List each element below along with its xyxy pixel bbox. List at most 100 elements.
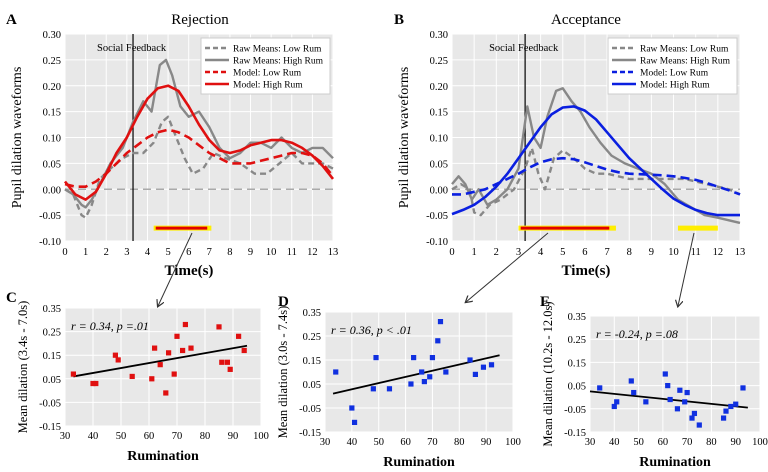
x-tick-label: 2 (104, 247, 109, 258)
x-tick-label: 30 (585, 437, 596, 448)
x-tick-label: 100 (253, 431, 269, 442)
y-tick-label: 0.35 (303, 308, 321, 319)
x-tick-label: 5 (165, 247, 170, 258)
x-tick-label: 5 (560, 247, 565, 258)
y-tick-label: 0.30 (430, 30, 448, 41)
legend-label: Raw Means: Low Rum (640, 45, 729, 55)
y-tick-label: 0.25 (568, 335, 586, 346)
scatter-point (152, 345, 158, 351)
x-tick-label: 8 (227, 247, 232, 258)
scatter-point (733, 401, 739, 407)
x-tick-label: 8 (627, 247, 632, 258)
y-tick-label: 0.00 (430, 185, 448, 196)
y-tick-label: 0.15 (43, 351, 61, 362)
scatter-point (689, 415, 695, 421)
scatter-point (631, 389, 637, 396)
x-tick-label: 80 (706, 437, 717, 448)
legend-label: Model: Low Rum (233, 69, 302, 79)
event-annotation: Social Feedback (489, 43, 559, 54)
x-tick-label: 50 (373, 437, 384, 448)
scatter-point (219, 359, 225, 365)
y-tick-label: 0.15 (568, 358, 586, 369)
y-tick-label: 0.25 (303, 332, 321, 343)
scatter-point (149, 376, 155, 382)
scatter-point (171, 371, 177, 377)
y-tick-label: 0.20 (430, 82, 448, 93)
x-tick-label: 60 (400, 437, 411, 448)
scatter-point (115, 357, 121, 363)
y-tick-label: 0.00 (43, 185, 61, 196)
y-tick-label: 0.05 (43, 375, 61, 386)
y-tick-label: -0.15 (564, 428, 586, 439)
scatter-acceptance-late: 30 40 50 60 70 80 90 100 -0.15 -0.05 0.05 0.15 0.25 0… (541, 301, 768, 470)
y-tick-label: 0.15 (303, 356, 321, 367)
arrow-a-to-c (158, 232, 193, 306)
y-axis-label: Mean dilation (3.0s - 7.4s) (276, 306, 290, 439)
connector-arrows (158, 232, 695, 306)
x-tick-label: 60 (658, 437, 669, 448)
x-tick-label: 30 (60, 431, 71, 442)
scatter-acceptance-early: 30 40 50 60 70 80 90 100 -0.15 -0.05 0.05 0.15 0.25 0… (276, 306, 521, 470)
scatter-point (386, 386, 393, 392)
x-tick-label: 0 (62, 247, 67, 258)
scatter-point (467, 357, 473, 363)
y-tick-label: 0.05 (303, 380, 321, 391)
scatter-point (643, 399, 649, 405)
scatter-point (682, 399, 688, 405)
series-line (63, 84, 335, 201)
scatter-point (684, 389, 690, 396)
x-tick-label: 9 (649, 247, 654, 258)
scatter-point (182, 321, 188, 328)
y-tick-label: 0.10 (43, 134, 61, 145)
scatter-point (677, 387, 683, 393)
trend-line (73, 344, 248, 378)
panel-letter-e: E (540, 294, 550, 310)
x-axis-label: Time(s) (562, 263, 611, 279)
line-chart-rejection: 0 1 2 3 4 5 6 7 8 9 10 11 12 13-0.10-0.050.000.050.10… (10, 30, 338, 279)
scatter-point (720, 415, 727, 421)
x-tick-label: 13 (328, 247, 339, 258)
scatter-point (480, 364, 487, 370)
y-tick-label: 0.15 (430, 108, 448, 119)
x-tick-label: 9 (248, 247, 253, 258)
scatter-point (488, 362, 495, 368)
series-line (64, 128, 335, 188)
x-tick-label: 90 (228, 431, 239, 442)
scatter-point (129, 373, 135, 380)
scatter-point (723, 408, 729, 414)
legend-label: Raw Means: High Rum (640, 57, 731, 67)
panel-a-title: Rejection (171, 12, 229, 28)
y-tick-label: -0.05 (39, 398, 61, 409)
x-tick-label: 100 (752, 437, 768, 448)
x-tick-label: 6 (582, 247, 587, 258)
legend-label: Model: Low Rum (640, 69, 709, 79)
correlation-annotation: r = 0.36, p < .01 (331, 323, 412, 337)
scatter-point (696, 422, 702, 428)
y-tick-label: -0.05 (426, 211, 448, 222)
legend-label: Model: High Rum (233, 81, 303, 91)
scatter-point (224, 359, 230, 365)
y-axis-label: Pupil dilation waveforms (397, 67, 412, 209)
x-tick-label: 0 (449, 247, 454, 258)
correlation-annotation: r = 0.34, p =.01 (71, 319, 149, 333)
scatter-rejection: 30 40 50 60 70 80 90 100 -0.15 -0.05 0.05 0.15 0.25 0… (16, 301, 269, 464)
scatter-point (373, 355, 379, 361)
scatter-point (597, 385, 603, 391)
x-axis-label: Time(s) (165, 263, 214, 279)
y-tick-label: 0.05 (568, 382, 586, 393)
x-tick-label: 11 (691, 247, 701, 258)
x-tick-label: 90 (730, 437, 741, 448)
x-tick-label: 10 (668, 247, 679, 258)
x-tick-label: 60 (144, 431, 155, 442)
arrow-b-to-d (466, 232, 549, 302)
scatter-point (241, 347, 247, 354)
y-tick-label: 0.10 (430, 134, 448, 145)
scatter-point (351, 419, 358, 425)
scatter-point (349, 405, 355, 411)
x-tick-label: 40 (347, 437, 358, 448)
y-axis-label: Pupil dilation waveforms (10, 67, 25, 209)
x-tick-label: 80 (200, 431, 211, 442)
panel-b-title: Acceptance (551, 12, 621, 28)
scatter-point (472, 371, 478, 377)
x-tick-label: 50 (116, 431, 127, 442)
